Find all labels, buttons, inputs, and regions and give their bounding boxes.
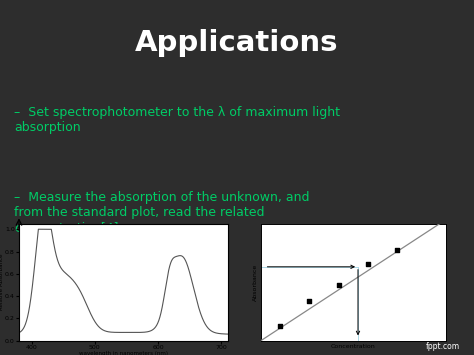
Text: Applications: Applications: [135, 29, 339, 58]
X-axis label: wavelength in nanometers (nm): wavelength in nanometers (nm): [79, 351, 168, 355]
Text: fppt.com: fppt.com: [426, 343, 460, 351]
Text: –  Measure the absorption of the unknown, and
from the standard plot, read the r: – Measure the absorption of the unknown,…: [14, 191, 310, 234]
Point: [276, 323, 284, 329]
Point: [393, 247, 401, 252]
Point: [364, 262, 372, 267]
Y-axis label: Absorbance: Absorbance: [253, 264, 258, 301]
Y-axis label: Relative Absorbance: Relative Absorbance: [0, 254, 3, 311]
Point: [335, 283, 342, 288]
Text: –  Set spectrophotometer to the λ of maximum light
absorption: – Set spectrophotometer to the λ of maxi…: [14, 106, 340, 134]
X-axis label: Concentration: Concentration: [331, 344, 375, 349]
Text: 16: 16: [405, 327, 417, 337]
Point: [306, 299, 313, 304]
